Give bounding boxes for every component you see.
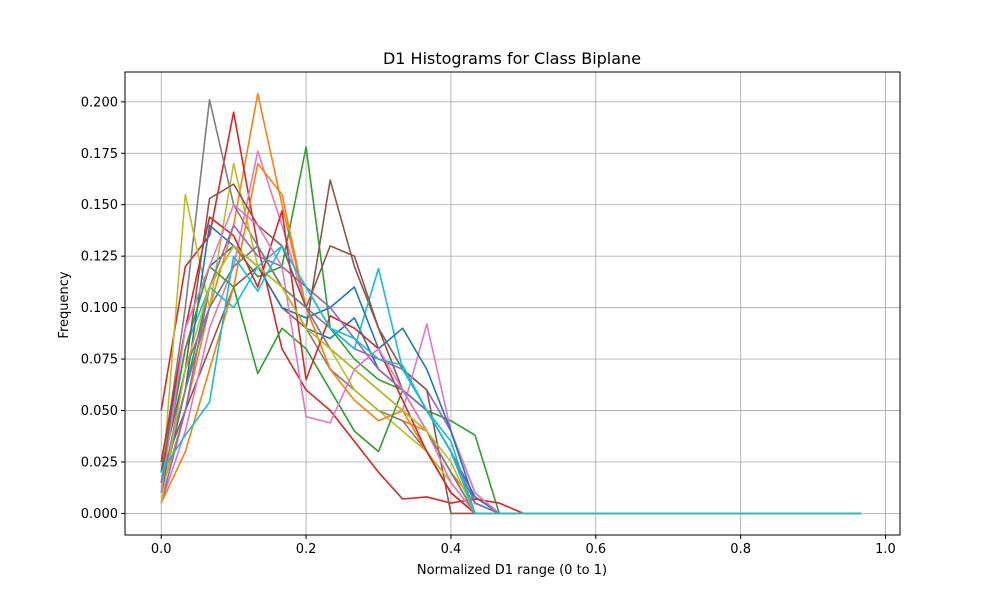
plot-frame bbox=[124, 71, 901, 536]
x-axis-label: Normalized D1 range (0 to 1) bbox=[417, 563, 607, 578]
y-tick-label: 0.175 bbox=[81, 147, 118, 162]
x-tick-label: 0.8 bbox=[730, 542, 751, 557]
y-tick-label: 0.075 bbox=[81, 353, 118, 368]
y-axis-label: Frequency bbox=[57, 271, 72, 338]
x-tick-label: 0.2 bbox=[296, 542, 317, 557]
grid-lines bbox=[125, 72, 900, 535]
series-line-histogram-20 bbox=[160, 245, 862, 515]
y-tick-label: 0.025 bbox=[81, 455, 118, 470]
y-tick-label: 0.050 bbox=[81, 404, 118, 419]
axis-ticks: 0.0 0.2 0.4 0.6 0.8 1.0 0.000 0.025 0.050 0.075 0.… bbox=[81, 95, 896, 557]
y-tick-label: 0.200 bbox=[81, 95, 118, 110]
y-tick-label: 0.125 bbox=[81, 250, 118, 265]
y-tick-label: 0.150 bbox=[81, 198, 118, 213]
chart-title: D1 Histograms for Class Biplane bbox=[383, 49, 641, 68]
series-layer bbox=[160, 92, 862, 515]
x-tick-label: 0.6 bbox=[585, 542, 606, 557]
x-tick-label: 0.4 bbox=[441, 542, 462, 557]
y-tick-label: 0.100 bbox=[81, 301, 118, 316]
y-tick-label: 0.000 bbox=[81, 507, 118, 522]
x-tick-label: 1.0 bbox=[875, 542, 896, 557]
x-tick-label: 0.0 bbox=[151, 542, 172, 557]
